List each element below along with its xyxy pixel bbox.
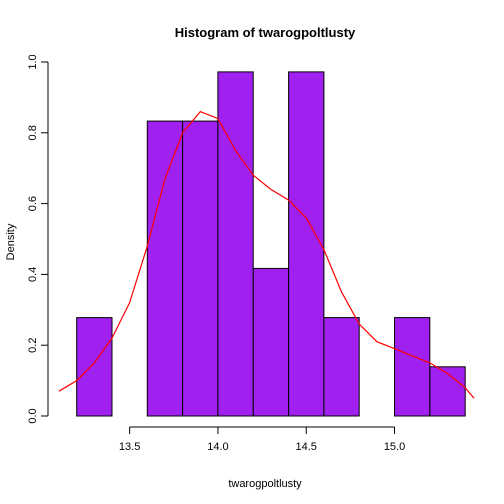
histogram-bar [146,120,184,417]
histogram-bar [217,71,254,417]
histogram-bar [429,366,466,417]
y-axis-label: Density [5,223,17,260]
histogram-bar [182,120,219,417]
y-tick-label: 0.6 [27,196,39,211]
x-axis-label: twarogpoltlusty [228,478,302,490]
histogram-bar [76,317,113,417]
x-tick-label: 14.5 [296,441,317,453]
histogram-bar [394,317,431,417]
y-tick-label: 0.2 [27,338,39,353]
y-axis-ticks: 0.0 0.2 0.4 0.6 0.8 1.0 [27,54,48,424]
density-curve [58,110,475,399]
y-tick-label: 0.0 [27,408,39,423]
y-tick-label: 0.8 [27,125,39,140]
y-tick-label: 1.0 [27,54,39,69]
x-tick-label: 15.0 [384,441,405,453]
histogram-bars [76,71,466,417]
histogram-bar [288,71,325,417]
histogram-bar [252,267,290,417]
x-tick-label: 13.5 [119,441,140,453]
y-tick-label: 0.4 [27,267,39,282]
x-tick-label: 14.0 [207,441,228,453]
x-axis-ticks: 13.5 14.0 14.5 15.0 [119,427,405,453]
chart-title: Histogram of twarogpoltlusty [175,25,356,40]
histogram-bar [323,317,360,417]
